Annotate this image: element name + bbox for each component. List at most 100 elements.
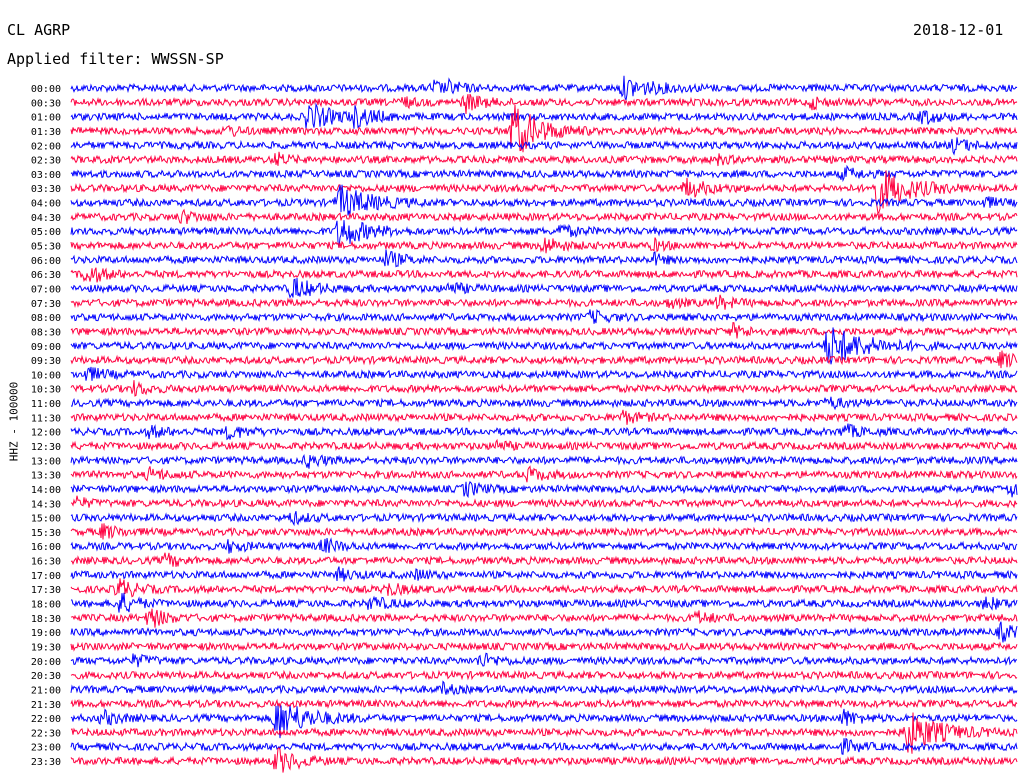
trace-row <box>70 104 1018 153</box>
trace-row <box>70 712 1018 754</box>
trace-row <box>70 621 1018 643</box>
trace-row <box>70 495 1018 509</box>
trace-row <box>70 208 1018 224</box>
trace-row <box>70 578 1018 598</box>
row-time-label: 18:30 <box>31 614 61 625</box>
row-time-label: 19:30 <box>31 642 61 653</box>
row-time-label: 16:30 <box>31 557 61 568</box>
trace-row <box>70 669 1018 681</box>
trace-row <box>70 237 1018 254</box>
trace-row <box>70 396 1018 411</box>
trace-row <box>70 220 1018 249</box>
row-time-label: 18:00 <box>31 600 61 611</box>
trace-row <box>70 366 1018 381</box>
row-time-label: 22:30 <box>31 728 61 739</box>
trace-row <box>70 641 1018 652</box>
row-time-label: 12:00 <box>31 428 61 439</box>
station-label: CL AGRP <box>7 21 71 39</box>
trace-row <box>70 380 1018 397</box>
trace-row <box>70 327 1018 365</box>
trace-row <box>70 184 1018 216</box>
row-time-label: 14:00 <box>31 485 61 496</box>
row-time-label: 19:00 <box>31 628 61 639</box>
trace-row <box>70 737 1018 755</box>
trace-row <box>70 308 1018 324</box>
trace-row <box>70 277 1018 299</box>
row-time-label: 08:30 <box>31 327 61 338</box>
row-time-label: 05:30 <box>31 242 61 253</box>
row-time-label: 10:30 <box>31 385 61 396</box>
trace-row <box>70 698 1018 710</box>
row-time-label: 15:00 <box>31 514 61 525</box>
row-time-label: 02:30 <box>31 156 61 167</box>
row-time-label: 05:00 <box>31 227 61 238</box>
trace-row <box>70 680 1018 696</box>
trace-row <box>70 652 1018 668</box>
row-time-label: 20:00 <box>31 657 61 668</box>
row-time-label: 21:00 <box>31 685 61 696</box>
row-time-label: 17:30 <box>31 585 61 596</box>
row-time-label: 06:00 <box>31 256 61 267</box>
trace-row <box>70 608 1018 628</box>
row-time-label: 02:00 <box>31 141 61 152</box>
trace-row <box>70 523 1018 540</box>
row-time-label: 17:00 <box>31 571 61 582</box>
row-time-label: 07:00 <box>31 284 61 295</box>
row-time-label: 00:30 <box>31 98 61 109</box>
row-time-label: 21:30 <box>31 700 61 711</box>
row-time-label: 13:30 <box>31 471 61 482</box>
trace-row <box>70 249 1018 268</box>
row-time-label: 09:30 <box>31 356 61 367</box>
row-time-label: 11:30 <box>31 413 61 424</box>
trace-row <box>70 481 1018 499</box>
row-time-label: 03:00 <box>31 170 61 181</box>
trace-row <box>70 93 1018 115</box>
trace-row <box>70 137 1018 156</box>
trace-row <box>70 566 1018 582</box>
trace-row <box>70 321 1018 339</box>
trace-row <box>70 409 1018 425</box>
row-time-label: 08:00 <box>31 313 61 324</box>
row-time-label: 13:00 <box>31 456 61 467</box>
date-label: 2018-12-01 <box>913 21 1004 39</box>
trace-row <box>70 510 1018 527</box>
row-time-label: 11:00 <box>31 399 61 410</box>
trace-row <box>70 747 1018 773</box>
row-time-label: 01:00 <box>31 113 61 124</box>
trace-row <box>70 465 1018 483</box>
trace-row <box>70 170 1018 215</box>
row-time-label: 22:00 <box>31 714 61 725</box>
trace-row <box>70 454 1018 469</box>
row-time-label: 23:00 <box>31 743 61 754</box>
trace-row <box>70 164 1018 183</box>
row-time-label: 20:30 <box>31 671 61 682</box>
trace-row <box>70 705 1018 739</box>
row-time-label: 00:00 <box>31 84 61 95</box>
row-time-label: 07:30 <box>31 299 61 310</box>
row-time-label: 12:30 <box>31 442 61 453</box>
row-time-label: 06:30 <box>31 270 61 281</box>
row-time-label: 10:00 <box>31 370 61 381</box>
row-time-label: 01:30 <box>31 127 61 138</box>
row-time-label: 16:00 <box>31 542 61 553</box>
row-time-label: 04:30 <box>31 213 61 224</box>
row-time-label: 23:30 <box>31 757 61 768</box>
trace-row <box>70 350 1018 369</box>
row-time-label: 15:30 <box>31 528 61 539</box>
row-time-label: 04:00 <box>31 199 61 210</box>
trace-row <box>70 438 1018 452</box>
trace-row <box>70 537 1018 554</box>
row-time-label: 09:00 <box>31 342 61 353</box>
trace-row <box>70 423 1018 441</box>
trace-row <box>70 151 1018 167</box>
filter-label: Applied filter: WWSSN-SP <box>7 50 224 68</box>
trace-row <box>70 267 1018 283</box>
trace-row <box>70 75 1018 102</box>
row-time-label: 14:30 <box>31 499 61 510</box>
trace-row <box>70 552 1018 567</box>
trace-row <box>70 102 1018 129</box>
trace-row <box>70 294 1018 310</box>
trace-row <box>70 592 1018 613</box>
row-time-label: 03:30 <box>31 184 61 195</box>
